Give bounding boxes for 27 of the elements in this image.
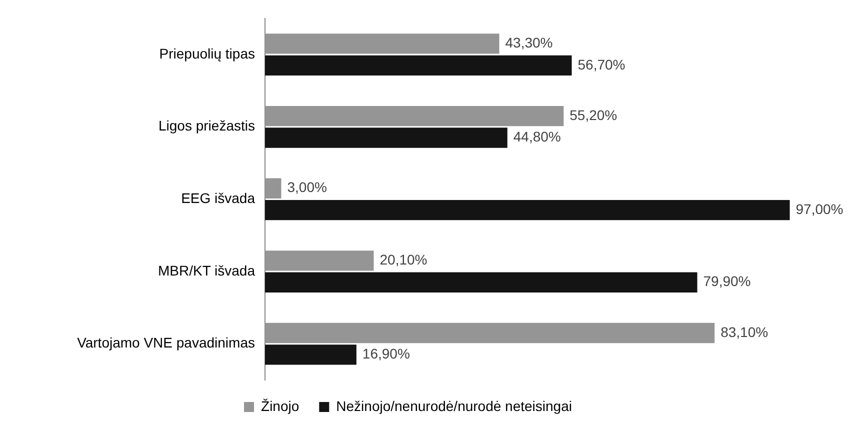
data-label: 83,10% [720,324,768,340]
legend-label: Žinojo [261,398,300,414]
bar [265,55,572,76]
y-tick-label: Ligos priežastis [158,118,255,134]
bar [265,200,790,220]
bar [265,128,508,148]
bar [265,250,374,271]
data-label: 3,00% [287,179,327,196]
data-label: 56,70% [578,56,626,72]
data-label: 16,90% [362,346,410,362]
bar [265,178,282,198]
data-label: 44,80% [513,128,561,145]
y-tick-label: Vartojamo VNE pavadinimas [77,334,255,351]
y-tick-label: EEG išvada [181,190,256,206]
data-label: 43,30% [505,34,553,51]
data-label: 55,20% [570,106,618,123]
data-label: 20,10% [380,252,428,268]
bar [265,344,356,365]
data-label: 97,00% [796,200,844,217]
bar [265,322,715,344]
y-tick-label: MBR/KT išvada [158,262,256,278]
bar [265,272,698,292]
data-label: 79,90% [703,273,751,290]
y-tick-label: Priepuolių tipas [159,45,255,62]
bar [265,106,564,126]
legend-label: Nežinojo/nenurodė/nurodė neteisingai [336,398,572,414]
bar [265,34,500,54]
